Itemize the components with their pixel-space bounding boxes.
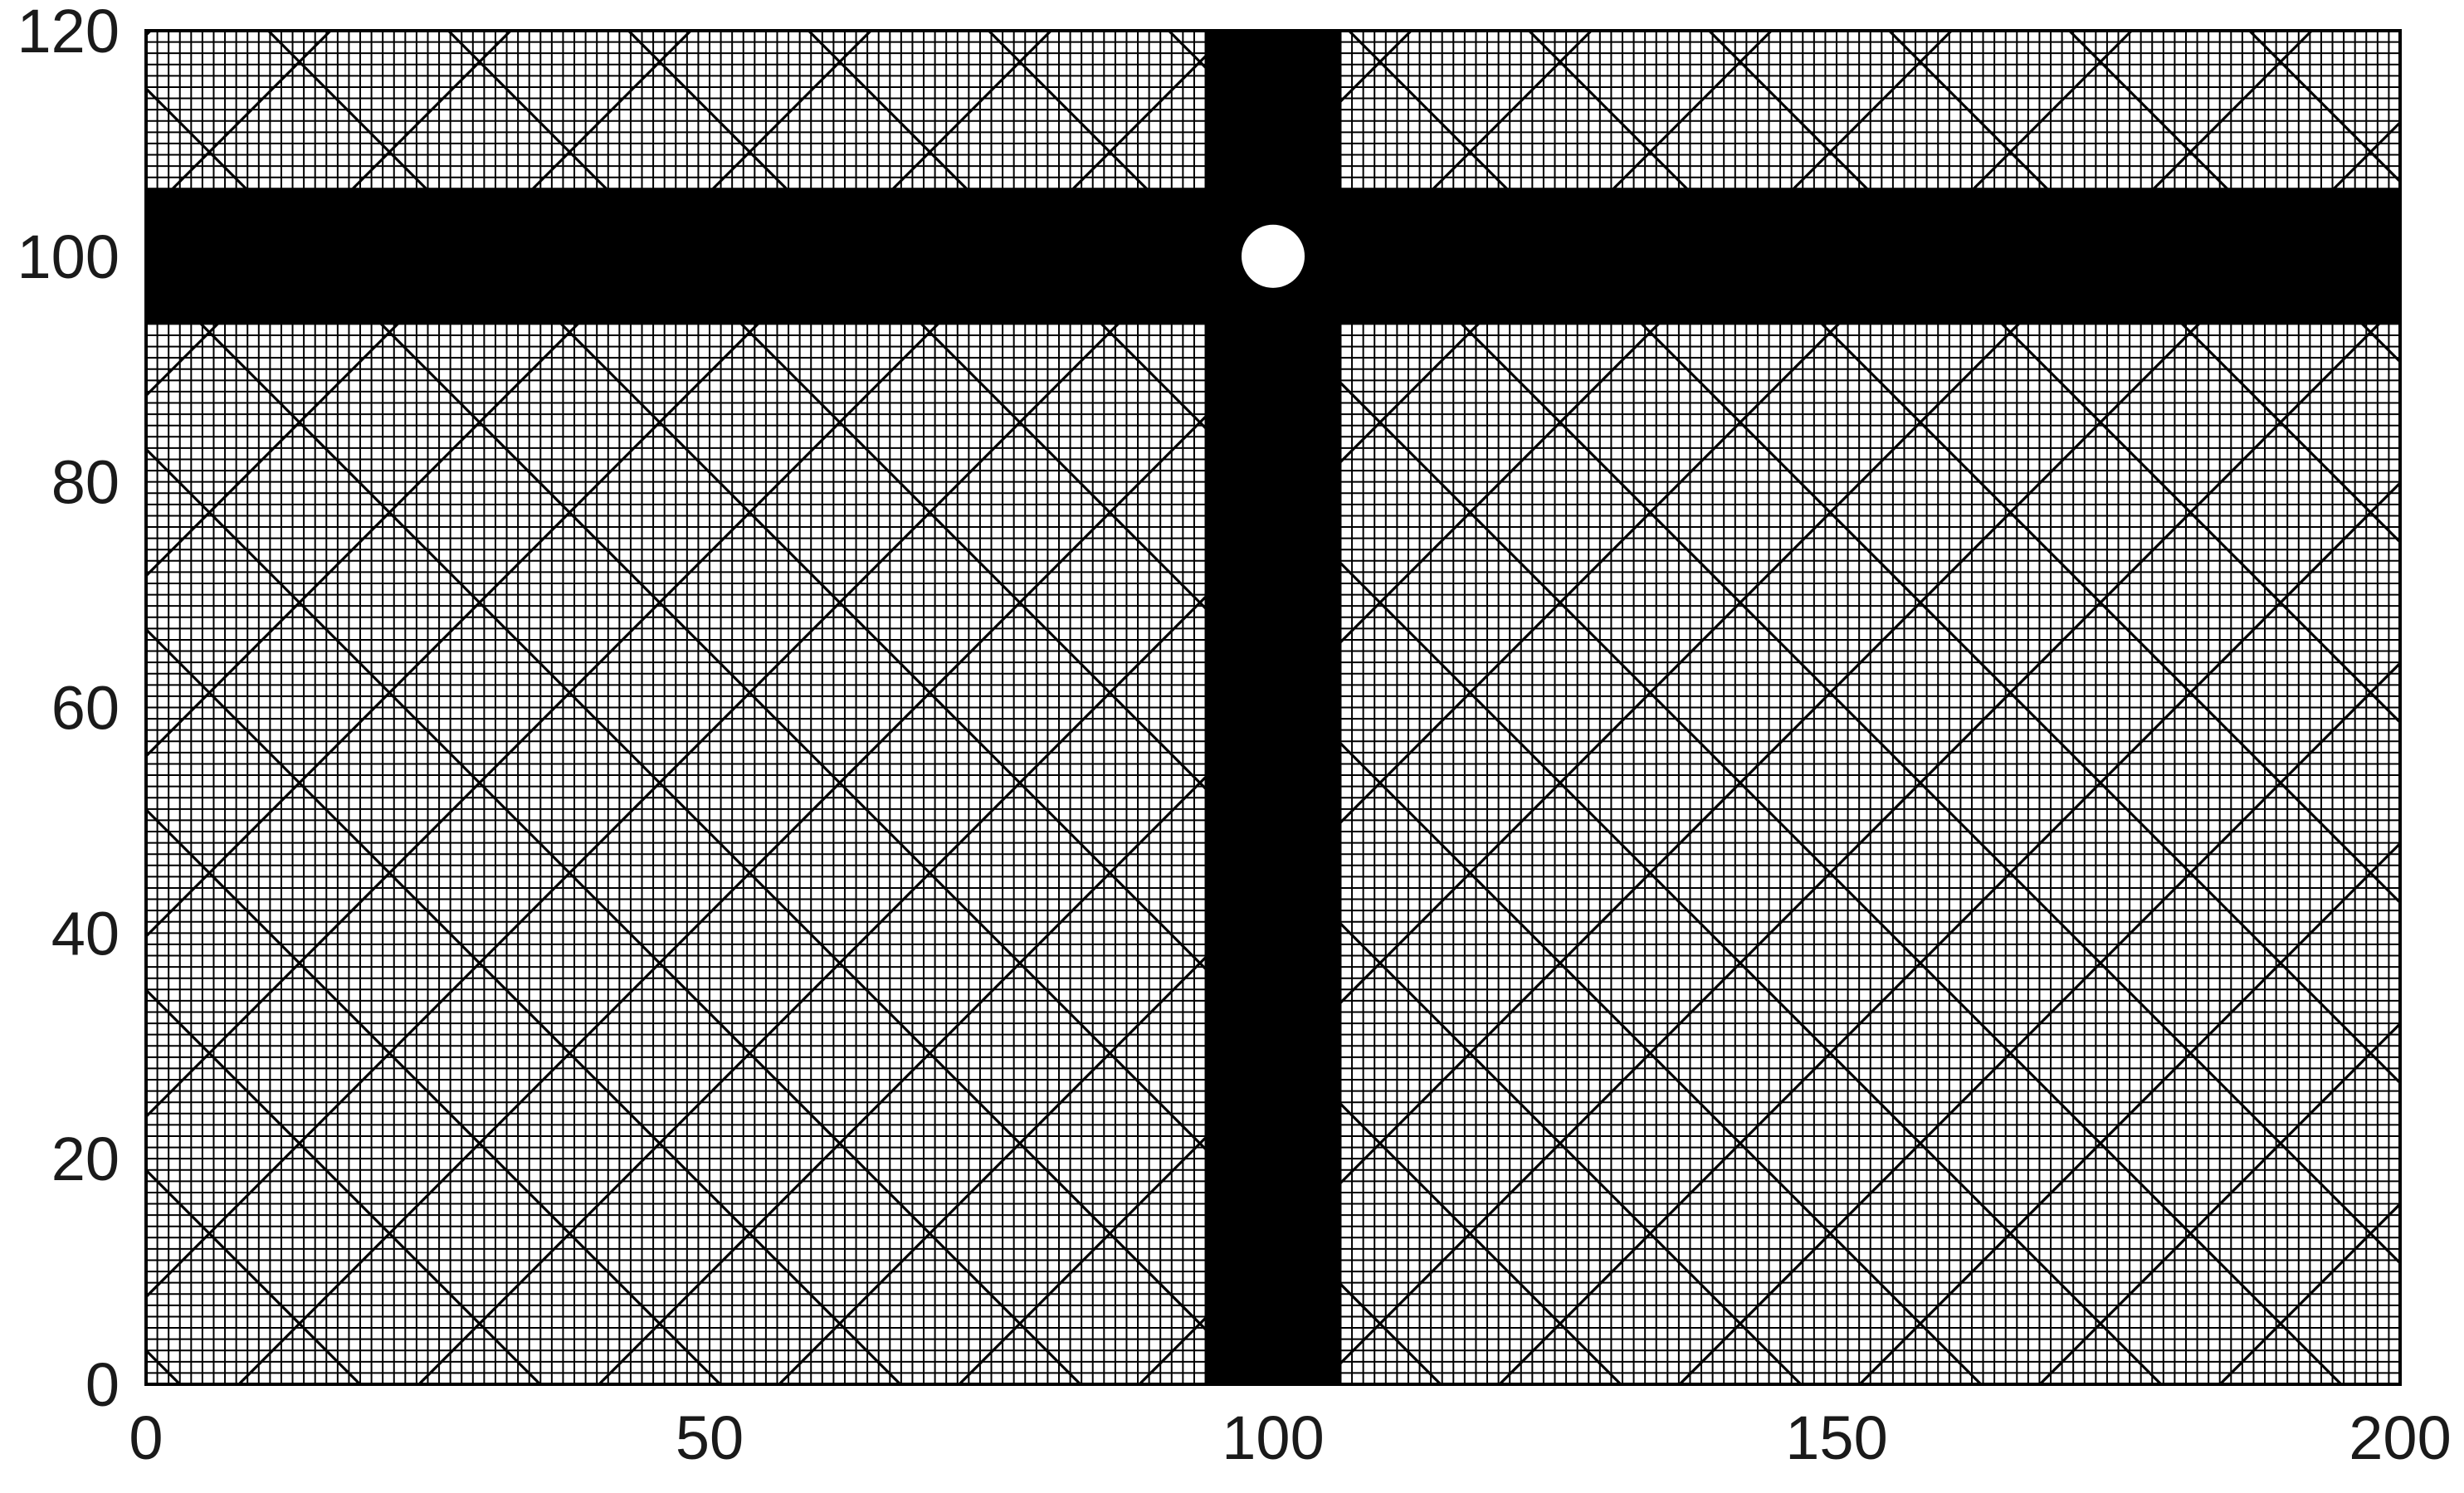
x-tick-label: 50 [676, 1403, 744, 1472]
y-axis-tick-labels: 0 20 40 60 80 100 120 [17, 0, 120, 1419]
plot-frame [144, 29, 2402, 1386]
y-tick-label: 120 [17, 0, 120, 66]
x-axis-tick-labels: 0 50 100 150 200 [129, 1403, 2451, 1472]
x-tick-label: 0 [129, 1403, 163, 1472]
solid-bars [146, 31, 2400, 1384]
y-tick-label: 0 [85, 1350, 120, 1419]
y-tick-label: 60 [51, 674, 120, 743]
y-tick-label: 40 [51, 899, 120, 968]
x-tick-label: 200 [2349, 1403, 2451, 1472]
y-tick-label: 80 [51, 448, 120, 517]
y-tick-label: 20 [51, 1125, 120, 1193]
x-tick-label: 150 [1785, 1403, 1887, 1472]
x-tick-label: 100 [1222, 1403, 1324, 1472]
circular-hole [1241, 224, 1305, 288]
y-tick-label: 100 [17, 222, 120, 291]
